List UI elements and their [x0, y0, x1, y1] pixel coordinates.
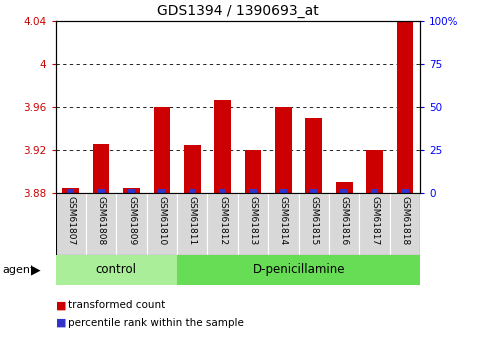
Text: GSM61816: GSM61816	[340, 196, 349, 246]
Bar	[249, 189, 257, 193]
Text: transformed count: transformed count	[68, 300, 165, 310]
Text: control: control	[96, 264, 137, 276]
Text: GSM61814: GSM61814	[279, 196, 288, 245]
Text: percentile rank within the sample: percentile rank within the sample	[68, 318, 243, 327]
Bar	[93, 144, 110, 193]
Bar	[238, 193, 268, 255]
Bar	[56, 193, 86, 255]
Bar	[245, 150, 261, 193]
Text: agent: agent	[2, 265, 35, 275]
Title: GDS1394 / 1390693_at: GDS1394 / 1390693_at	[157, 4, 319, 18]
Text: GSM61811: GSM61811	[188, 196, 197, 246]
Bar	[67, 189, 74, 193]
Bar	[366, 150, 383, 193]
Text: ■: ■	[56, 300, 66, 310]
Text: GSM61807: GSM61807	[66, 196, 75, 246]
Bar	[177, 193, 208, 255]
Bar	[305, 118, 322, 193]
Bar	[390, 193, 420, 255]
Bar	[371, 189, 378, 193]
Text: GSM61810: GSM61810	[157, 196, 167, 246]
Text: GSM61817: GSM61817	[370, 196, 379, 246]
Bar	[214, 100, 231, 193]
Bar	[98, 189, 105, 193]
Bar	[336, 183, 353, 193]
Bar	[401, 189, 409, 193]
Bar	[147, 193, 177, 255]
Bar	[116, 193, 147, 255]
Bar	[298, 193, 329, 255]
Bar	[158, 189, 166, 193]
Bar	[310, 189, 318, 193]
Bar	[123, 188, 140, 193]
Bar	[359, 193, 390, 255]
Bar	[397, 21, 413, 193]
Bar	[177, 255, 420, 285]
Bar	[62, 188, 79, 193]
Bar	[188, 189, 196, 193]
Bar	[219, 189, 227, 193]
Text: GSM61818: GSM61818	[400, 196, 410, 246]
Text: GSM61813: GSM61813	[249, 196, 257, 246]
Bar	[280, 189, 287, 193]
Bar	[329, 193, 359, 255]
Bar	[184, 145, 200, 193]
Text: D-penicillamine: D-penicillamine	[253, 264, 345, 276]
Text: GSM61812: GSM61812	[218, 196, 227, 245]
Bar	[56, 255, 177, 285]
Bar	[154, 107, 170, 193]
Bar	[275, 107, 292, 193]
Bar	[208, 193, 238, 255]
Text: ▶: ▶	[31, 264, 41, 276]
Bar	[341, 189, 348, 193]
Bar	[268, 193, 298, 255]
Text: ■: ■	[56, 318, 66, 327]
Text: GSM61809: GSM61809	[127, 196, 136, 246]
Text: GSM61815: GSM61815	[309, 196, 318, 246]
Bar	[86, 193, 116, 255]
Text: GSM61808: GSM61808	[97, 196, 106, 246]
Bar	[128, 189, 135, 193]
